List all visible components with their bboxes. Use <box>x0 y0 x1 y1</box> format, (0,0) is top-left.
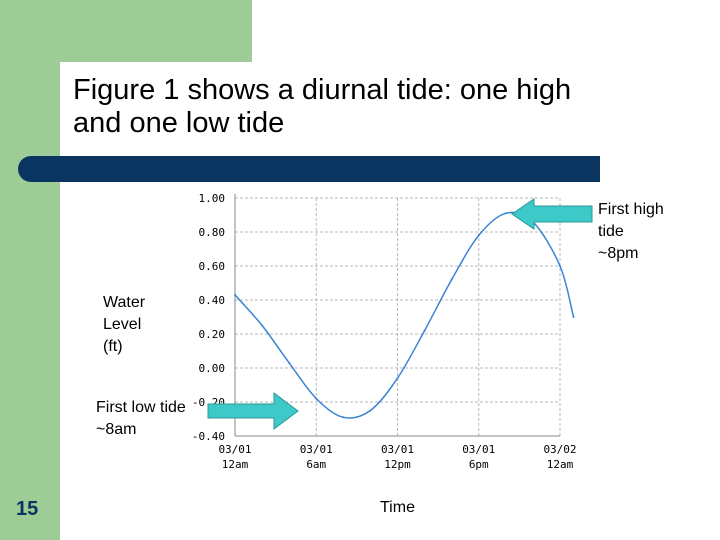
data-point <box>450 278 453 281</box>
data-point <box>572 316 575 318</box>
x-tick-time: 6pm <box>469 458 489 471</box>
data-point <box>504 212 507 215</box>
data-point <box>477 234 480 237</box>
y-tick-label: 0.80 <box>199 226 226 239</box>
data-point <box>396 377 399 380</box>
y-tick-label: 0.00 <box>199 362 226 375</box>
y-tick-label: 0.40 <box>199 294 226 307</box>
tide-series-line <box>234 211 575 419</box>
chart-frame <box>234 194 560 437</box>
high-tide-annotation: First high tide ~8pm <box>598 201 664 262</box>
x-tick-date: 03/01 <box>381 443 414 456</box>
x-tick-time: 12pm <box>384 458 411 471</box>
low-tide-arrow <box>207 392 299 430</box>
x-tick-date: 03/02 <box>543 443 576 456</box>
x-tick-date: 03/01 <box>218 443 251 456</box>
data-point <box>342 416 345 419</box>
slide-title: Figure 1 shows a diurnal tide: one high … <box>73 74 572 139</box>
y-tick-label: -0.40 <box>192 430 225 443</box>
data-point <box>288 361 291 364</box>
data-point <box>559 265 561 267</box>
x-tick-date: 03/01 <box>462 443 495 456</box>
series-layer <box>234 211 575 419</box>
data-point <box>423 329 426 332</box>
low-tide-annotation: First low tide ~8am <box>96 399 186 438</box>
high-tide-arrow <box>511 198 593 230</box>
y-axis-label: Water Level (ft) <box>103 294 146 355</box>
y-tick-label: 0.20 <box>199 328 226 341</box>
arrow-layer <box>207 198 593 430</box>
x-tick-time: 12am <box>547 458 574 471</box>
x-tick-time: 6am <box>306 458 326 471</box>
y-tick-label: 0.60 <box>199 260 226 273</box>
x-tick-date: 03/01 <box>300 443 333 456</box>
title-divider-bar <box>18 156 600 182</box>
x-tick-time: 12am <box>222 458 249 471</box>
data-point <box>315 397 318 400</box>
data-point <box>234 293 236 296</box>
y-tick-label: 1.00 <box>199 192 226 205</box>
x-axis-label: Time <box>380 499 415 516</box>
left-accent-strip <box>0 0 60 540</box>
x-axis-ticks: 03/01 12am 03/01 6am 03/01 12pm 03/01 6pm 03/02 1… <box>218 443 576 471</box>
slide-number: 15 <box>16 498 39 520</box>
data-point <box>261 324 264 327</box>
data-point <box>369 409 372 412</box>
